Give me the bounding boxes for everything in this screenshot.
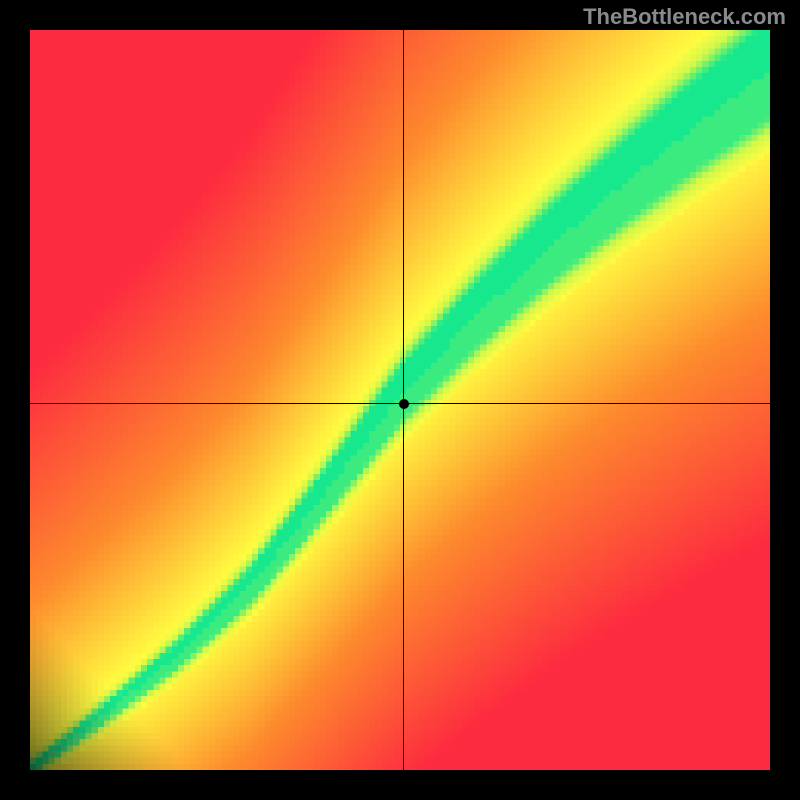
data-point-marker (399, 399, 409, 409)
chart-container: TheBottleneck.com (0, 0, 800, 800)
watermark-text: TheBottleneck.com (583, 4, 786, 30)
